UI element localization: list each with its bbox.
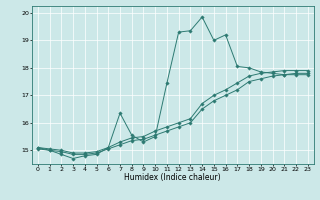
- X-axis label: Humidex (Indice chaleur): Humidex (Indice chaleur): [124, 173, 221, 182]
